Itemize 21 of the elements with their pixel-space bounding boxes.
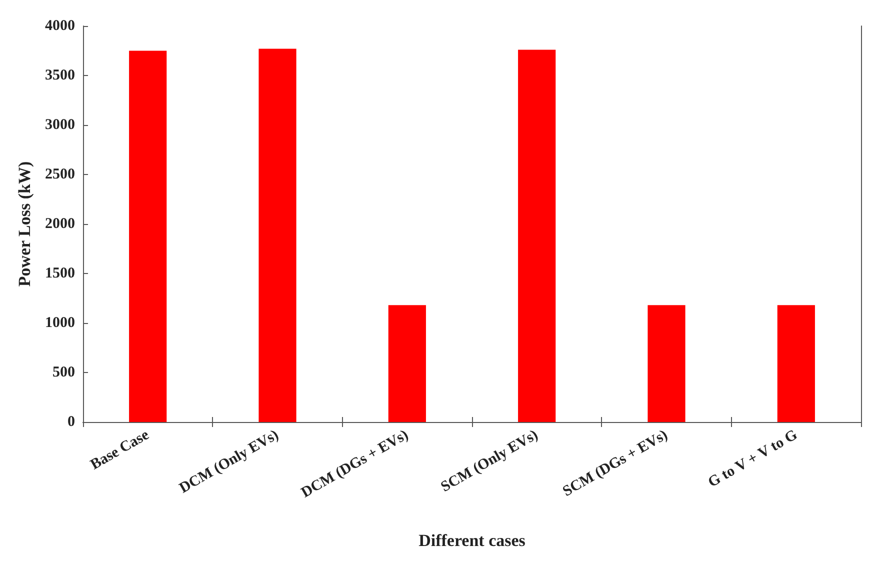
bar bbox=[648, 305, 686, 422]
bar bbox=[258, 48, 296, 422]
x-tick-label: Base Case bbox=[88, 426, 152, 474]
bar bbox=[129, 50, 167, 422]
y-tick-label: 3500 bbox=[45, 68, 75, 84]
bar bbox=[388, 305, 426, 422]
x-tick-label: G to V + V to G bbox=[706, 426, 800, 491]
x-axis-title: Different cases bbox=[418, 531, 526, 550]
y-tick-label: 500 bbox=[52, 364, 75, 380]
y-tick-label: 2500 bbox=[45, 166, 75, 182]
y-tick-label: 0 bbox=[68, 414, 75, 430]
x-tick-label: SCM (Only EVs) bbox=[438, 427, 541, 496]
y-tick-label: 4000 bbox=[45, 18, 75, 34]
y-tick-label: 2000 bbox=[45, 216, 75, 232]
y-tick-label: 1500 bbox=[45, 266, 75, 282]
y-tick-label: 3000 bbox=[45, 117, 75, 133]
bar bbox=[518, 50, 556, 422]
y-axis-title: Power Loss (kW) bbox=[15, 161, 34, 287]
x-tick-label: SCM (DGs + EVs) bbox=[560, 427, 671, 500]
y-tick-label: 1000 bbox=[45, 315, 75, 331]
bar bbox=[777, 305, 815, 422]
